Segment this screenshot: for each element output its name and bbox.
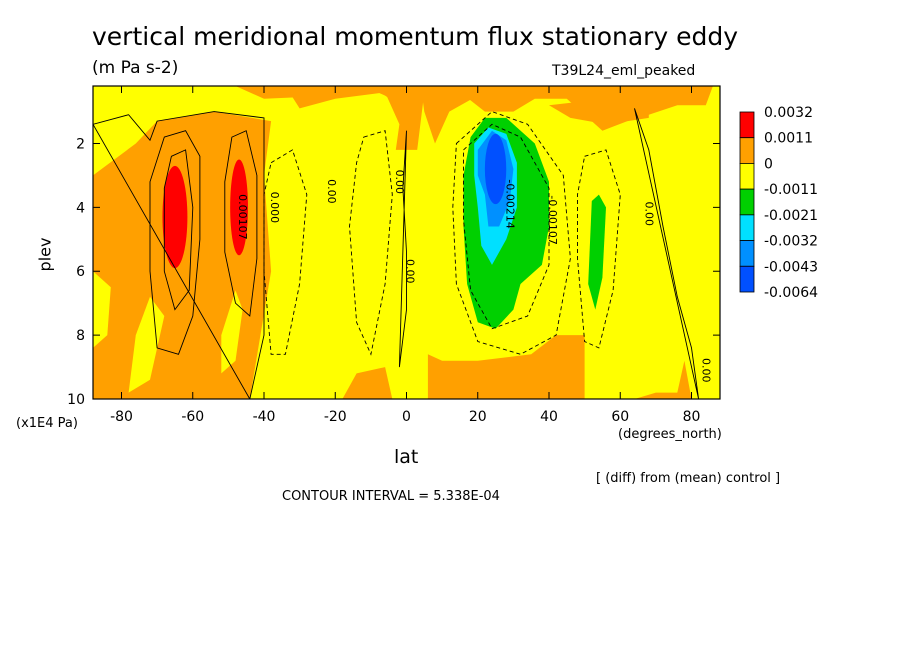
contour-line-mid-negative xyxy=(463,123,550,330)
colorbar-label: -0.0043 xyxy=(764,259,818,275)
y-tick-label: 10 xyxy=(67,392,85,408)
fill-orange-top-notch xyxy=(420,86,492,144)
contour-line-south-lobe-outer xyxy=(149,130,201,355)
colorbar-label: -0.0021 xyxy=(764,208,818,224)
x-tick-label: -40 xyxy=(253,409,276,425)
contour-line-zero-north xyxy=(634,108,700,399)
contour-line-west-dashed xyxy=(263,149,308,355)
contour-label: -0.00214 xyxy=(503,179,516,228)
colorbar-label: 0.0011 xyxy=(764,131,813,147)
x-tick-label: -80 xyxy=(110,409,133,425)
x-tick-label: 60 xyxy=(611,409,629,425)
colorbar-swatch xyxy=(739,240,755,267)
y-axis-units: (x1E4 Pa) xyxy=(16,416,78,431)
contour-label: -0.00107 xyxy=(546,195,559,244)
fill-orange-ne-lobe xyxy=(549,98,649,125)
colorbar-swatch xyxy=(739,111,755,139)
fill-orange-equator-top xyxy=(363,86,421,115)
contour-label: 0.00 xyxy=(699,358,712,383)
contour-line-east-dashed xyxy=(577,149,621,349)
colorbar-label: -0.0032 xyxy=(764,234,818,250)
fill-yellow-mid-pocket xyxy=(221,290,243,374)
fill-yellow-main xyxy=(93,86,720,399)
colorbar-swatch xyxy=(739,265,755,293)
x-tick-label: 80 xyxy=(683,409,701,425)
colorbar-label: -0.0011 xyxy=(764,182,818,198)
contour-label: 0.00 xyxy=(325,179,338,204)
colorbar-swatch xyxy=(739,163,755,190)
run-id: T39L24_eml_peaked xyxy=(552,63,696,79)
chart-units: (m Pa s-2) xyxy=(92,58,179,78)
fill-red-core-b xyxy=(230,159,248,256)
fill-darkblue-core xyxy=(484,133,507,205)
contour-line-zero-equator xyxy=(398,130,407,368)
colorbar: 0.0032 0.0011 0 -0.0011 -0.0021 -0.0032 -0.004… xyxy=(739,105,818,301)
x-axis-units: (degrees_north) xyxy=(618,427,722,442)
contour-fills xyxy=(93,86,720,399)
contour-line-south-lobe-inner xyxy=(163,149,194,311)
contour-interval: CONTOUR INTERVAL = 5.338E-04 xyxy=(282,489,500,504)
fill-yellow-south-pocket xyxy=(128,296,165,393)
x-tick-label: -20 xyxy=(324,409,347,425)
contour-line-mid-lobe xyxy=(224,130,258,317)
fill-red-core-a xyxy=(162,165,188,269)
fill-orange-top-band xyxy=(235,86,386,99)
colorbar-label: 0.0032 xyxy=(764,105,813,121)
diff-note: [ (diff) from (mean) control ] xyxy=(596,471,781,486)
x-tick-label: -60 xyxy=(181,409,204,425)
contour-line-equatorial-dashed xyxy=(349,130,393,356)
contour-line-outer-negative xyxy=(452,111,571,355)
colorbar-swatch xyxy=(739,137,755,164)
fill-yellow-west-edge xyxy=(93,271,111,348)
y-tick-label: 2 xyxy=(76,136,85,152)
contour-labels: 0.00107 0.000 0.00 0.00 0.00 -0.00214 -0.00107… xyxy=(236,170,712,383)
colorbar-label: 0 xyxy=(764,156,773,172)
fill-yellow-top-strip xyxy=(142,86,272,102)
x-axis-label: lat xyxy=(394,446,419,468)
y-tick-label: 6 xyxy=(76,264,85,280)
x-tick-label: 40 xyxy=(540,409,558,425)
contour-label: 0.00 xyxy=(642,202,655,227)
contour-line-zero-south xyxy=(93,111,265,399)
axis-ticks: -80 -60 -40 -20 0 20 40 60 80 2 4 6 8 10 xyxy=(67,86,720,425)
contour-label: 0.00 xyxy=(403,259,416,284)
y-tick-label: 8 xyxy=(76,328,85,344)
x-tick-label: 0 xyxy=(402,409,411,425)
y-tick-label: 4 xyxy=(76,200,85,216)
contour-label: 0.00107 xyxy=(236,194,249,240)
chart-title: vertical meridional momentum flux statio… xyxy=(92,22,739,51)
colorbar-label: -0.0064 xyxy=(764,285,818,301)
x-tick-label: 20 xyxy=(469,409,487,425)
colorbar-swatch xyxy=(739,188,755,216)
contour-label: 0.00 xyxy=(393,170,406,195)
fill-green-east xyxy=(588,194,606,310)
colorbar-swatch xyxy=(739,214,755,241)
contour-label: 0.000 xyxy=(268,192,281,224)
contour-lines xyxy=(93,108,700,399)
